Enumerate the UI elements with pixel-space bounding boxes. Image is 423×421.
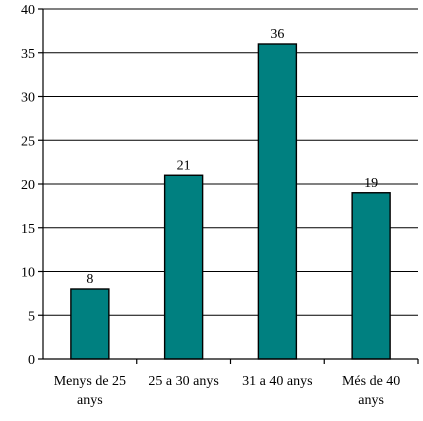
bar (257, 43, 298, 360)
x-tick-label: Menys de 25 (54, 374, 126, 389)
x-tick-labels: Menys de 25 anys 25 a 30 anys 31 a 40 anys M… (54, 374, 401, 408)
y-tick-label: 5 (28, 309, 35, 324)
bar (70, 288, 110, 360)
y-tick-label: 25 (21, 134, 35, 149)
axes (38, 8, 419, 364)
data-label: 19 (364, 176, 378, 191)
x-tick-label: 31 a 40 anys (242, 374, 312, 389)
x-tick-label: anys (77, 393, 103, 408)
x-tick-label: anys (358, 393, 384, 408)
bar (163, 174, 204, 360)
data-label: 8 (86, 272, 93, 287)
x-tick-label: 25 a 30 anys (148, 374, 218, 389)
x-tick-label: Més de 40 (342, 374, 400, 389)
gridlines (43, 8, 418, 316)
y-tick-labels: 0 5 10 15 20 25 30 35 40 (21, 3, 35, 368)
y-tick-label: 20 (21, 178, 35, 193)
data-label: 21 (177, 158, 191, 173)
y-tick-label: 30 (21, 91, 35, 106)
y-tick-label: 10 (21, 266, 35, 281)
y-tick-label: 15 (21, 222, 35, 237)
bar (351, 192, 391, 360)
bars (70, 43, 391, 360)
y-tick-label: 40 (21, 3, 35, 18)
y-tick-label: 0 (28, 353, 35, 368)
y-tick-label: 35 (21, 47, 35, 62)
data-labels: 8 21 36 19 (86, 27, 378, 287)
data-label: 36 (270, 27, 284, 42)
